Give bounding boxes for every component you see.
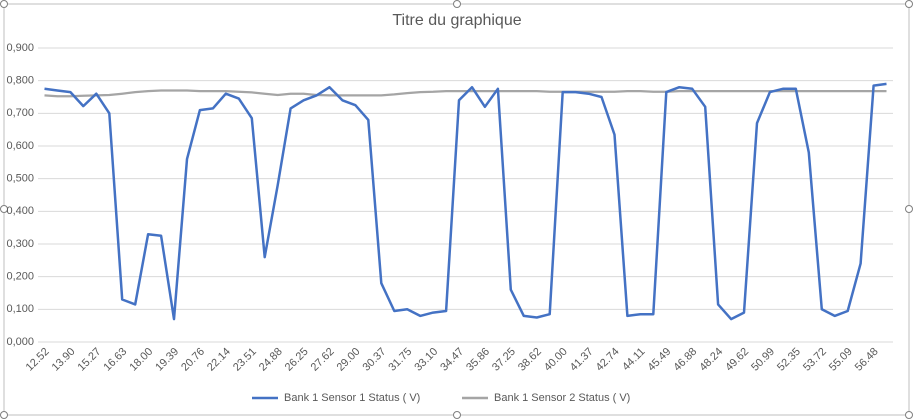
y-tick-label: 0,400 — [6, 205, 34, 217]
legend-label: Bank 1 Sensor 2 Status ( V) — [494, 392, 630, 404]
y-tick-label: 0,300 — [6, 238, 34, 250]
y-tick-label: 0,900 — [6, 42, 34, 54]
y-tick-label: 0,700 — [6, 107, 34, 119]
legend-label: Bank 1 Sensor 1 Status ( V) — [284, 392, 420, 404]
y-tick-label: 0,200 — [6, 271, 34, 283]
y-tick-label: 0,600 — [6, 140, 34, 152]
chart-title: Titre du graphique — [392, 12, 521, 29]
y-tick-label: 0,500 — [6, 173, 34, 185]
y-tick-label: 0,800 — [6, 75, 34, 87]
y-tick-label: 0,100 — [6, 303, 34, 315]
y-tick-label: 0,000 — [6, 336, 34, 348]
series-line — [44, 82, 887, 321]
chart-frame — [3, 3, 910, 416]
series-line — [44, 89, 887, 98]
